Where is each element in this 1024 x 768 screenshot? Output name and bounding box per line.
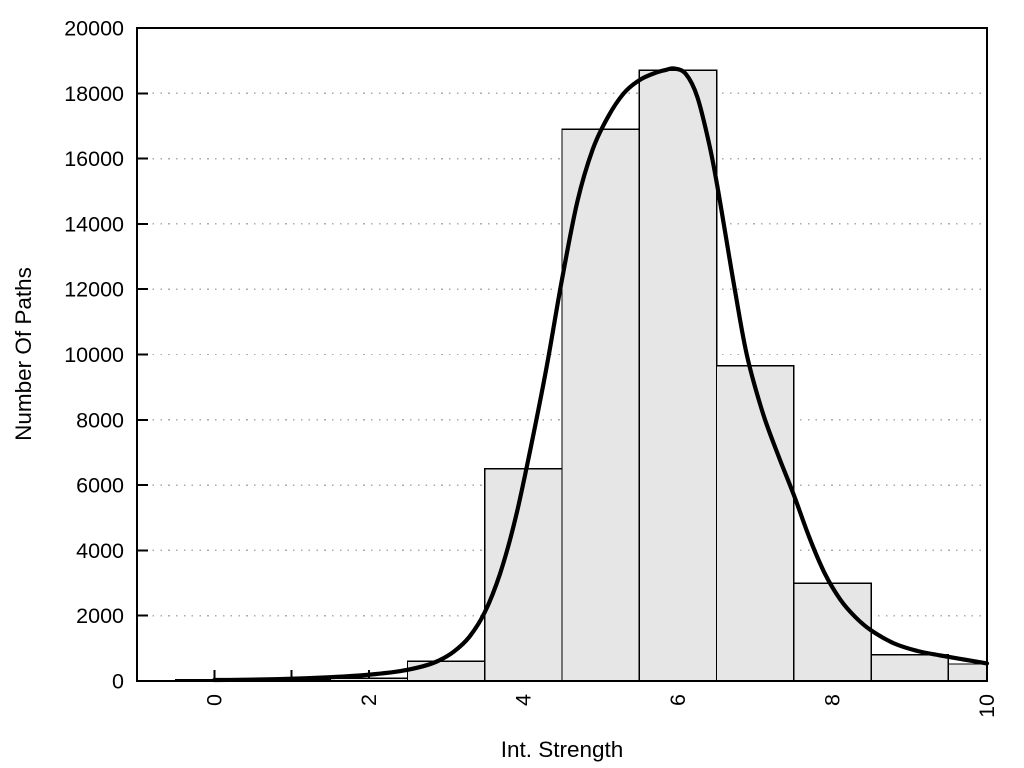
y-tick-label: 14000: [64, 212, 124, 236]
y-tick-label: 20000: [64, 17, 124, 41]
y-tick-label: 4000: [76, 539, 124, 563]
histogram-bar: [947, 663, 988, 682]
histogram-bar: [406, 660, 486, 682]
grid-layer: [137, 92, 987, 617]
y-axis-title: Number Of Paths: [11, 267, 36, 441]
y-tick-label: 16000: [64, 147, 124, 171]
x-tick-label: 4: [511, 694, 535, 706]
x-tick-label: 6: [666, 694, 690, 706]
y-tick-label: 0: [112, 670, 124, 694]
label-layer: Int. Strength Number Of Paths 0 2000 4000 6…: [11, 17, 999, 763]
y-tick-label: 18000: [64, 82, 124, 106]
y-tick-label: 6000: [76, 474, 124, 498]
histogram-bar: [870, 654, 950, 682]
y-tick-label: 12000: [64, 278, 124, 302]
x-tick-label: 8: [821, 694, 845, 706]
x-axis-title: Int. Strength: [501, 737, 624, 762]
density-curve: [212, 66, 990, 683]
frame-layer: [135, 26, 989, 683]
histogram-bar: [793, 582, 872, 682]
histogram-bar: [638, 69, 718, 682]
x-tick-label: 2: [357, 694, 381, 706]
x-tick-label: 0: [202, 694, 226, 706]
plot-border: [135, 26, 989, 683]
histogram-bar: [715, 365, 795, 682]
bar-layer: [174, 69, 988, 682]
histogram-bar: [484, 468, 563, 682]
y-tick-label: 10000: [64, 343, 124, 367]
y-tick-label: 2000: [76, 604, 124, 628]
curve-layer: [212, 66, 990, 683]
x-tick-label: 10: [975, 694, 999, 718]
y-tick-label: 8000: [76, 408, 124, 432]
